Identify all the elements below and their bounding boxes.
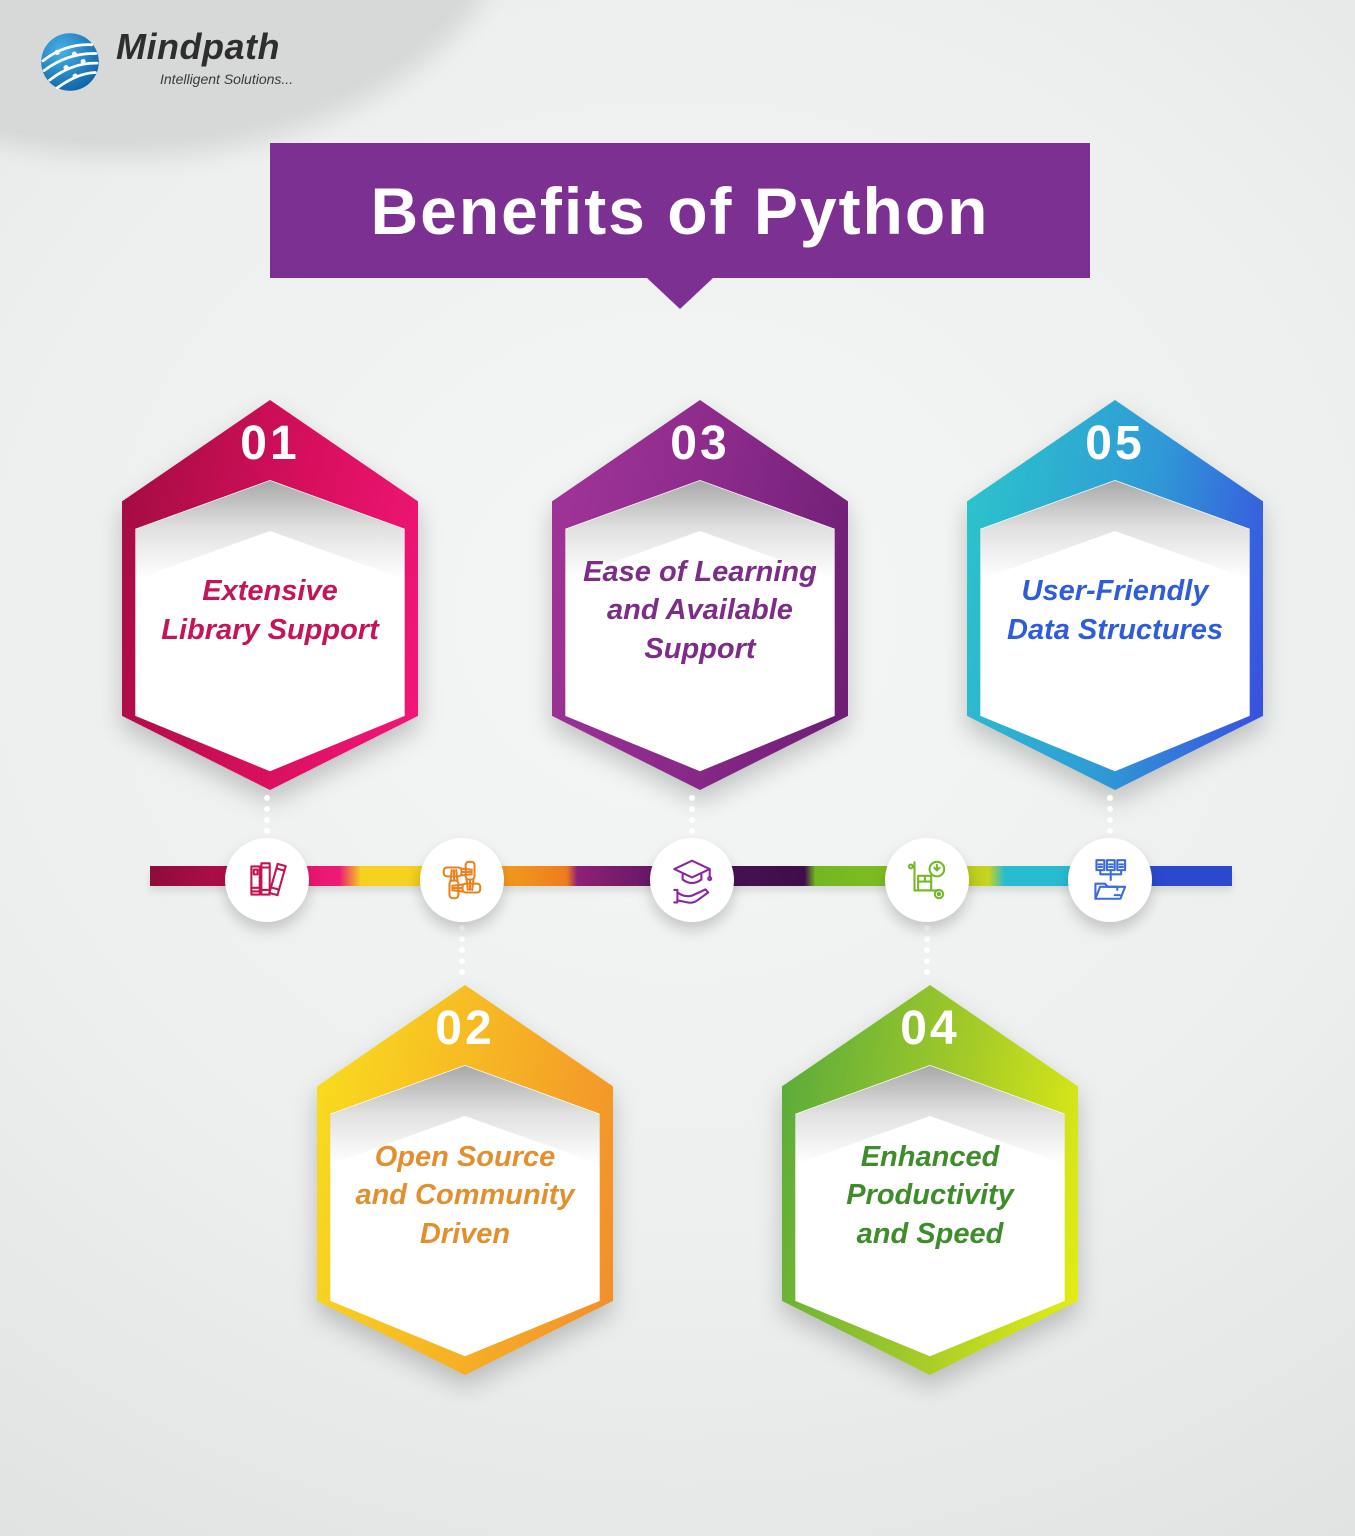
benefit-label: Extensive Library Support bbox=[161, 575, 379, 646]
benefit-number: 03 bbox=[670, 416, 730, 470]
dotted-connector bbox=[923, 924, 931, 980]
dotted-connector bbox=[263, 794, 271, 836]
globe-icon bbox=[41, 33, 99, 91]
benefit-label: User-Friendly Data Structures bbox=[1007, 575, 1223, 646]
benefit-number: 01 bbox=[240, 416, 300, 470]
mindpath-logo: Mindpath Intelligent Solutions... bbox=[38, 26, 293, 94]
benefit-number: 04 bbox=[900, 1001, 960, 1055]
timeline-node-3 bbox=[650, 838, 734, 922]
productivity-speed-icon bbox=[907, 860, 946, 900]
benefit-card-04: 04 Enhanced Productivity and Speed bbox=[782, 985, 1078, 1375]
graduation-hand-icon bbox=[673, 859, 713, 904]
benefit-number: 02 bbox=[435, 1001, 495, 1055]
books-icon bbox=[250, 862, 287, 897]
dotted-connector bbox=[688, 794, 696, 836]
timeline-node-5 bbox=[1068, 838, 1152, 922]
dotted-connector bbox=[1106, 794, 1114, 836]
timeline-node-2 bbox=[420, 838, 504, 922]
brand-tagline: Intelligent Solutions... bbox=[160, 71, 294, 87]
benefit-card-02: 02 Open Source and Community Driven bbox=[317, 985, 613, 1375]
data-folder-icon bbox=[1094, 859, 1127, 900]
dotted-connector bbox=[458, 924, 466, 980]
timeline-node-4 bbox=[885, 838, 969, 922]
benefit-card-05: 05 User-Friendly Data Structures bbox=[967, 400, 1263, 790]
benefit-card-01: 01 Extensive Library Support bbox=[122, 400, 418, 790]
benefit-number: 05 bbox=[1085, 416, 1145, 470]
title-banner: Benefits of Python bbox=[270, 143, 1090, 278]
benefit-label: Open Source and Community Driven bbox=[355, 1141, 575, 1250]
benefit-card-03: 03 Ease of Learning and Available Suppor… bbox=[552, 400, 848, 790]
benefit-label: Enhanced Productivity and Speed bbox=[846, 1141, 1014, 1250]
timeline-node-1 bbox=[225, 838, 309, 922]
page-title: Benefits of Python bbox=[370, 173, 990, 248]
benefit-label: Ease of Learning and Available Support bbox=[583, 556, 817, 665]
brand-name: Mindpath bbox=[116, 26, 280, 67]
community-hands-icon bbox=[442, 860, 482, 900]
